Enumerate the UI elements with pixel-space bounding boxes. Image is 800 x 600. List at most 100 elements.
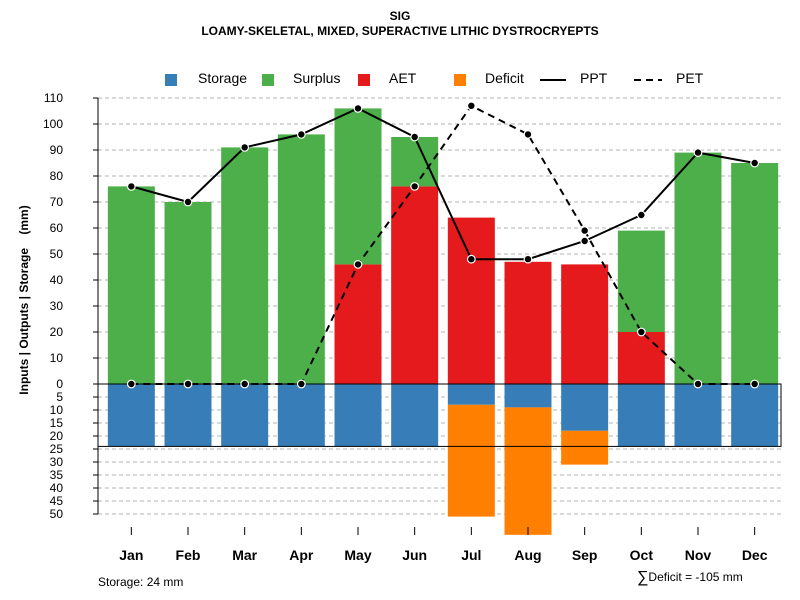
y-axis-label: Inputs | Outputs | Storage (mm): [17, 205, 31, 395]
y-tick-label: 15: [50, 416, 64, 430]
bar-aet-jul: [447, 217, 495, 384]
x-tick-label-nov: Nov: [685, 547, 712, 563]
bar-storage-mar: [221, 384, 269, 447]
y-tick-label: 110: [44, 91, 63, 105]
bar-aet-aug: [504, 261, 552, 384]
ppt-point: [240, 142, 250, 152]
ppt-point: [183, 197, 193, 207]
legend-label-ppt: PPT: [580, 70, 608, 86]
x-tick-label-jul: Jul: [461, 547, 481, 563]
pet-point: [466, 101, 476, 111]
bar-storage-nov: [674, 384, 722, 447]
bar-storage-aug: [504, 384, 552, 408]
ppt-point: [126, 181, 136, 191]
y-tick-label: 30: [50, 299, 64, 313]
bar-deficit-aug: [504, 407, 552, 535]
x-tick-label-aug: Aug: [514, 547, 541, 563]
y-tick-label: 40: [50, 273, 64, 287]
bar-storage-apr: [277, 384, 325, 447]
bar-surplus-dec: [731, 163, 779, 384]
bar-surplus-oct: [617, 230, 665, 332]
ppt-point: [693, 148, 703, 158]
pet-point: [410, 181, 420, 191]
bar-storage-sep: [561, 384, 609, 431]
y-tick-label: 50: [50, 247, 64, 261]
y-tick-label: 10: [50, 351, 64, 365]
y-tick-label: 40: [50, 481, 64, 495]
legend-label-pet: PET: [676, 70, 704, 86]
x-tick-label-dec: Dec: [742, 547, 768, 563]
ppt-point: [466, 254, 476, 264]
bar-storage-oct: [617, 384, 665, 447]
storage-capacity-box: [97, 383, 782, 447]
y-tick-label: 70: [50, 195, 64, 209]
x-tick-label-oct: Oct: [630, 547, 654, 563]
chart-title: SIG: [389, 9, 411, 23]
pet-point: [693, 379, 703, 389]
storage-note: Storage: 24 mm: [98, 575, 184, 589]
bar-aet-oct: [617, 332, 665, 384]
bar-surplus-jan: [107, 186, 155, 384]
y-tick-label: 100: [43, 117, 63, 131]
bar-aet-may: [334, 264, 382, 384]
ppt-point: [636, 210, 646, 220]
ppt-line: [131, 107, 755, 261]
bar-storage-feb: [164, 384, 212, 447]
legend-swatch-aet: [358, 74, 370, 86]
bar-surplus-nov: [674, 152, 722, 384]
pet-point: [523, 129, 533, 139]
x-tick-label-jun: Jun: [402, 547, 427, 563]
x-tick-label-sep: Sep: [572, 547, 598, 563]
y-tick-label: 60: [50, 221, 64, 235]
bar-surplus-may: [334, 108, 382, 265]
x-tick-label-mar: Mar: [232, 547, 257, 563]
bar-surplus-mar: [221, 147, 269, 384]
pet-point: [353, 260, 363, 269]
pet-point: [240, 379, 250, 389]
pet-line: [131, 104, 755, 385]
legend-swatch-deficit: [454, 74, 466, 86]
bar-aet-jun: [391, 186, 439, 384]
y-tick-label: 90: [50, 143, 64, 157]
bar-storage-jul: [447, 384, 495, 405]
x-tick-label-may: May: [344, 547, 371, 563]
bar-deficit-jul: [447, 404, 495, 517]
bar-storage-jan: [107, 384, 155, 447]
bar-aet-sep: [561, 264, 609, 384]
pet-point: [580, 226, 590, 236]
sigma-symbol: ∑: [637, 569, 649, 586]
deficit-sum-text: Deficit = -105 mm: [648, 570, 743, 584]
pet-point: [636, 327, 646, 337]
y-tick-label: 45: [50, 494, 64, 508]
x-tick-label-feb: Feb: [176, 547, 201, 563]
ppt-point: [353, 103, 363, 113]
bar-storage-may: [334, 384, 382, 447]
bar-deficit-sep: [561, 430, 609, 465]
bar-storage-dec: [731, 384, 779, 447]
legend-label-storage: Storage: [198, 70, 248, 86]
bar-surplus-apr: [277, 134, 325, 384]
ppt-point: [580, 236, 590, 246]
legend-label-aet: AET: [389, 70, 417, 86]
legend-label-deficit: Deficit: [485, 70, 524, 86]
y-tick-label: 20: [50, 429, 64, 443]
legend-swatch-storage: [165, 74, 177, 86]
y-tick-label: 0: [56, 377, 63, 391]
deficit-sum-note: ∑Deficit = -105 mm: [637, 569, 743, 587]
legend-label-surplus: Surplus: [293, 70, 341, 86]
y-tick-label: 80: [50, 169, 64, 183]
y-tick-label: 25: [50, 442, 64, 456]
bar-surplus-jun: [391, 137, 439, 187]
x-tick-label-apr: Apr: [289, 547, 314, 563]
y-tick-label: 30: [50, 455, 64, 469]
ppt-point: [296, 129, 306, 139]
pet-point: [183, 379, 193, 389]
bar-surplus-feb: [164, 202, 212, 384]
x-tick-label-jan: Jan: [119, 547, 143, 563]
bar-storage-jun: [391, 384, 439, 447]
chart-subtitle: LOAMY-SKELETAL, MIXED, SUPERACTIVE LITHI…: [201, 24, 599, 38]
ppt-point: [750, 158, 760, 168]
pet-point: [296, 379, 306, 389]
y-tick-label: 35: [50, 468, 64, 482]
